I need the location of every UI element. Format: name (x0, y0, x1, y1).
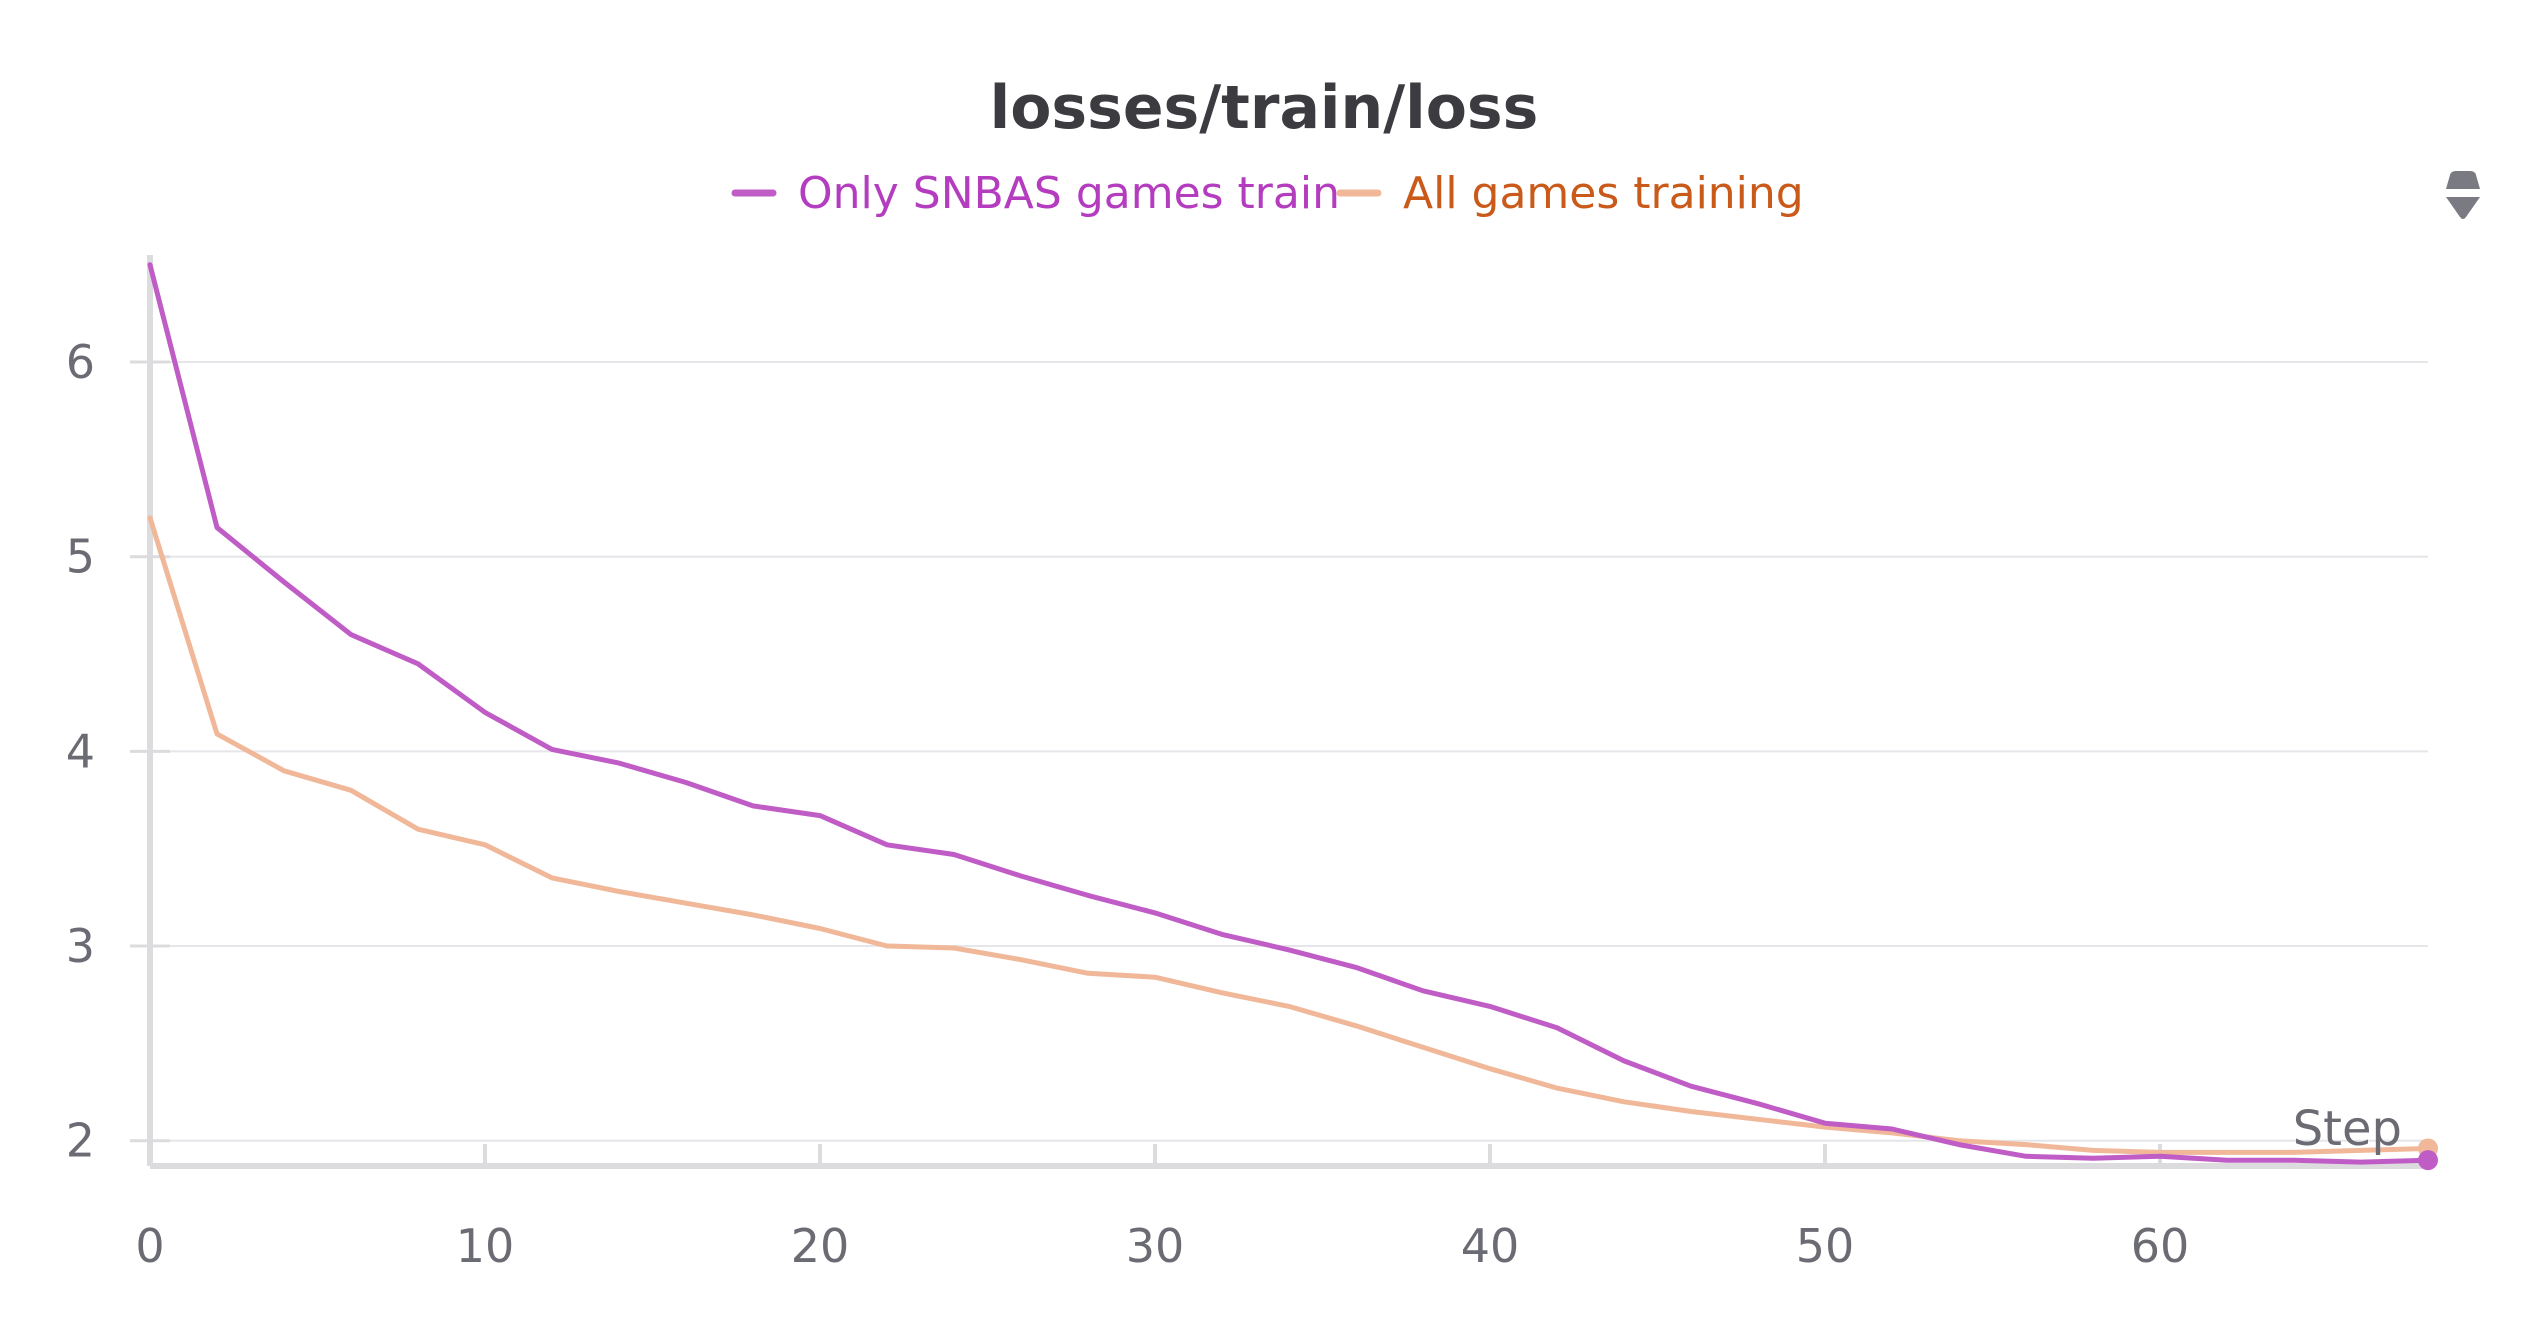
x-tick-label: 30 (1126, 1219, 1185, 1273)
gridlines (150, 361, 2428, 1142)
y-tick-label: 6 (66, 335, 95, 389)
series-line-1 (147, 515, 2431, 1155)
y-tick-label: 5 (66, 530, 95, 584)
x-tick-label: 20 (791, 1219, 850, 1273)
legend-item-0[interactable]: Only SNBAS games train (731, 168, 1340, 219)
x-tick-label: 0 (135, 1219, 164, 1273)
y-tick-label: 4 (66, 724, 95, 778)
chart-title: losses/train/loss (990, 73, 1539, 143)
legend-label: Only SNBAS games train (798, 168, 1340, 219)
x-tick-label: 10 (456, 1219, 515, 1273)
series-lines (147, 262, 2438, 1171)
legend: Only SNBAS games train All games training (731, 168, 1804, 219)
series-line-0 (147, 262, 2431, 1165)
x-tick-label: 40 (1461, 1219, 1520, 1273)
series-end-marker-0 (2418, 1150, 2438, 1171)
legend-label: All games training (1403, 168, 1804, 219)
y-tick-label: 2 (66, 1114, 95, 1168)
legend-item-1[interactable]: All games training (1336, 168, 1804, 219)
axes (130, 255, 2428, 1169)
x-tick-label: 60 (2131, 1219, 2190, 1273)
sort-handle-icon[interactable] (2441, 171, 2485, 219)
x-tick-label: 50 (1796, 1219, 1855, 1273)
x-axis-label: Step (2293, 1101, 2402, 1157)
y-tick-label: 3 (66, 919, 95, 973)
